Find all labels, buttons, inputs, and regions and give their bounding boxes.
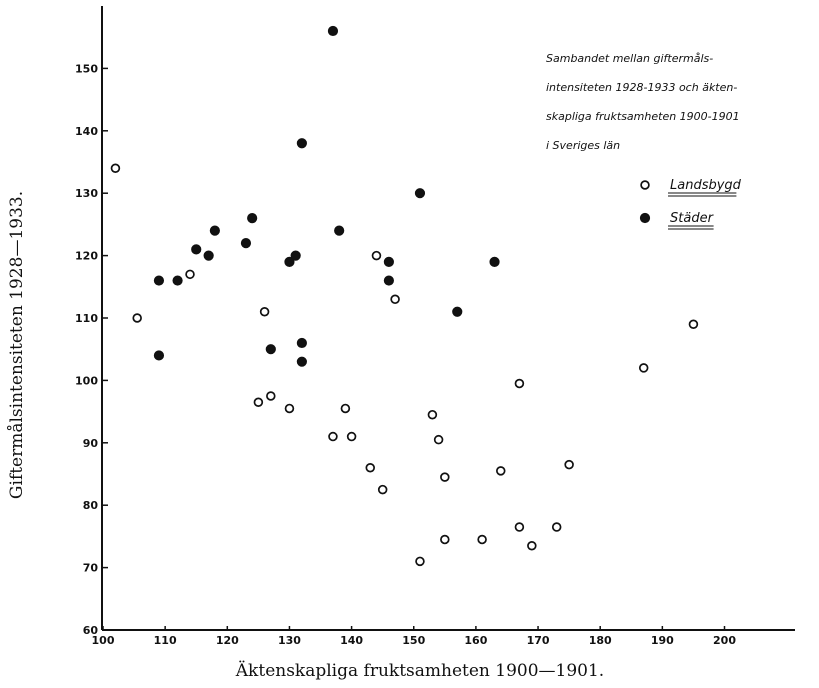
x-tick-label: 170 — [527, 634, 550, 647]
point-stader — [327, 25, 339, 37]
point-stader — [153, 350, 165, 361]
point-stader — [240, 238, 252, 249]
y-tick-label: 100 — [75, 374, 98, 387]
tick-labels: 100 110 120 130 140 150 160 170 180 190 200 60 70 80 9… — [75, 62, 736, 647]
point-landsbygd — [371, 250, 382, 261]
point-landsbygd — [365, 463, 375, 473]
point-stader — [191, 244, 202, 255]
y-tick-label: 130 — [75, 187, 98, 200]
point-stader — [383, 275, 394, 286]
point-landsbygd — [259, 307, 270, 317]
point-landsbygd — [496, 466, 506, 476]
point-landsbygd — [284, 403, 295, 414]
point-landsbygd — [440, 472, 450, 482]
x-axis-title: Äktenskapliga fruktsamheten 1900—1901. — [235, 660, 604, 681]
x-tick-label: 110 — [154, 634, 177, 647]
x-tick-label: 190 — [651, 634, 674, 647]
point-stader — [265, 344, 276, 355]
y-tick-label: 140 — [75, 125, 98, 138]
y-tick-label: 110 — [75, 312, 98, 325]
point-stader — [284, 256, 295, 267]
x-tick-label: 140 — [340, 634, 363, 647]
point-stader — [489, 256, 500, 267]
y-tick-label: 80 — [83, 499, 99, 512]
point-stader — [296, 337, 307, 349]
point-landsbygd — [415, 556, 425, 567]
legend-label: Städer — [670, 211, 715, 226]
annotation-line: Sambandet mellan giftermåls- — [546, 52, 713, 65]
annotation-line: intensiteten 1928-1933 och äkten- — [546, 81, 737, 94]
point-landsbygd — [564, 459, 574, 470]
data-points — [110, 25, 699, 567]
x-tick-label: 200 — [713, 634, 736, 647]
legend: Landsbygd Städer — [639, 178, 742, 230]
point-stader — [383, 256, 394, 267]
y-tick-label: 90 — [83, 437, 99, 450]
x-tick-label: 120 — [216, 634, 239, 647]
point-landsbygd — [440, 534, 450, 545]
y-tick-label: 70 — [83, 562, 99, 575]
point-landsbygd — [551, 522, 562, 532]
point-stader — [452, 306, 463, 317]
y-tick-label: 150 — [75, 62, 98, 75]
point-landsbygd — [433, 434, 444, 445]
x-tick-label: 100 — [92, 634, 115, 647]
legend-marker — [639, 212, 651, 224]
point-landsbygd — [427, 409, 438, 420]
point-landsbygd — [514, 378, 525, 389]
point-stader — [203, 250, 214, 261]
annotation-line: i Sveriges län — [546, 139, 620, 152]
point-landsbygd — [390, 294, 400, 305]
axes — [101, 6, 795, 631]
point-landsbygd — [328, 431, 338, 442]
point-stader — [296, 356, 307, 367]
y-tick-label: 60 — [83, 624, 99, 637]
point-landsbygd — [132, 313, 142, 323]
x-tick-label: 130 — [278, 634, 301, 647]
point-landsbygd — [185, 269, 195, 280]
annotation-text: Sambandet mellan giftermåls-intensiteten… — [546, 52, 740, 152]
point-stader — [247, 213, 258, 224]
point-landsbygd — [110, 163, 121, 173]
x-tick-label: 150 — [402, 634, 425, 647]
legend-label: Landsbygd — [670, 178, 742, 193]
point-stader — [414, 188, 426, 199]
point-landsbygd — [477, 534, 487, 545]
point-landsbygd — [346, 431, 357, 442]
point-landsbygd — [340, 403, 351, 414]
point-stader — [290, 250, 301, 261]
point-stader — [172, 275, 183, 286]
point-landsbygd — [638, 363, 649, 373]
legend-marker — [640, 180, 650, 190]
x-tick-label: 160 — [464, 634, 487, 647]
point-stader — [334, 225, 345, 236]
y-tick-label: 120 — [75, 250, 98, 263]
point-stader — [209, 225, 220, 236]
point-stader — [296, 138, 307, 149]
point-stader — [153, 275, 165, 286]
point-landsbygd — [527, 541, 537, 551]
point-landsbygd — [377, 484, 388, 495]
point-landsbygd — [253, 397, 264, 407]
y-axis-title: Giftermålsintensiteten 1928—1933. — [7, 191, 27, 499]
x-tick-label: 180 — [589, 634, 612, 647]
point-landsbygd — [514, 522, 525, 532]
point-landsbygd — [688, 319, 699, 329]
annotation-line: skapliga fruktsamheten 1900-1901 — [546, 110, 740, 123]
point-landsbygd — [266, 391, 276, 401]
